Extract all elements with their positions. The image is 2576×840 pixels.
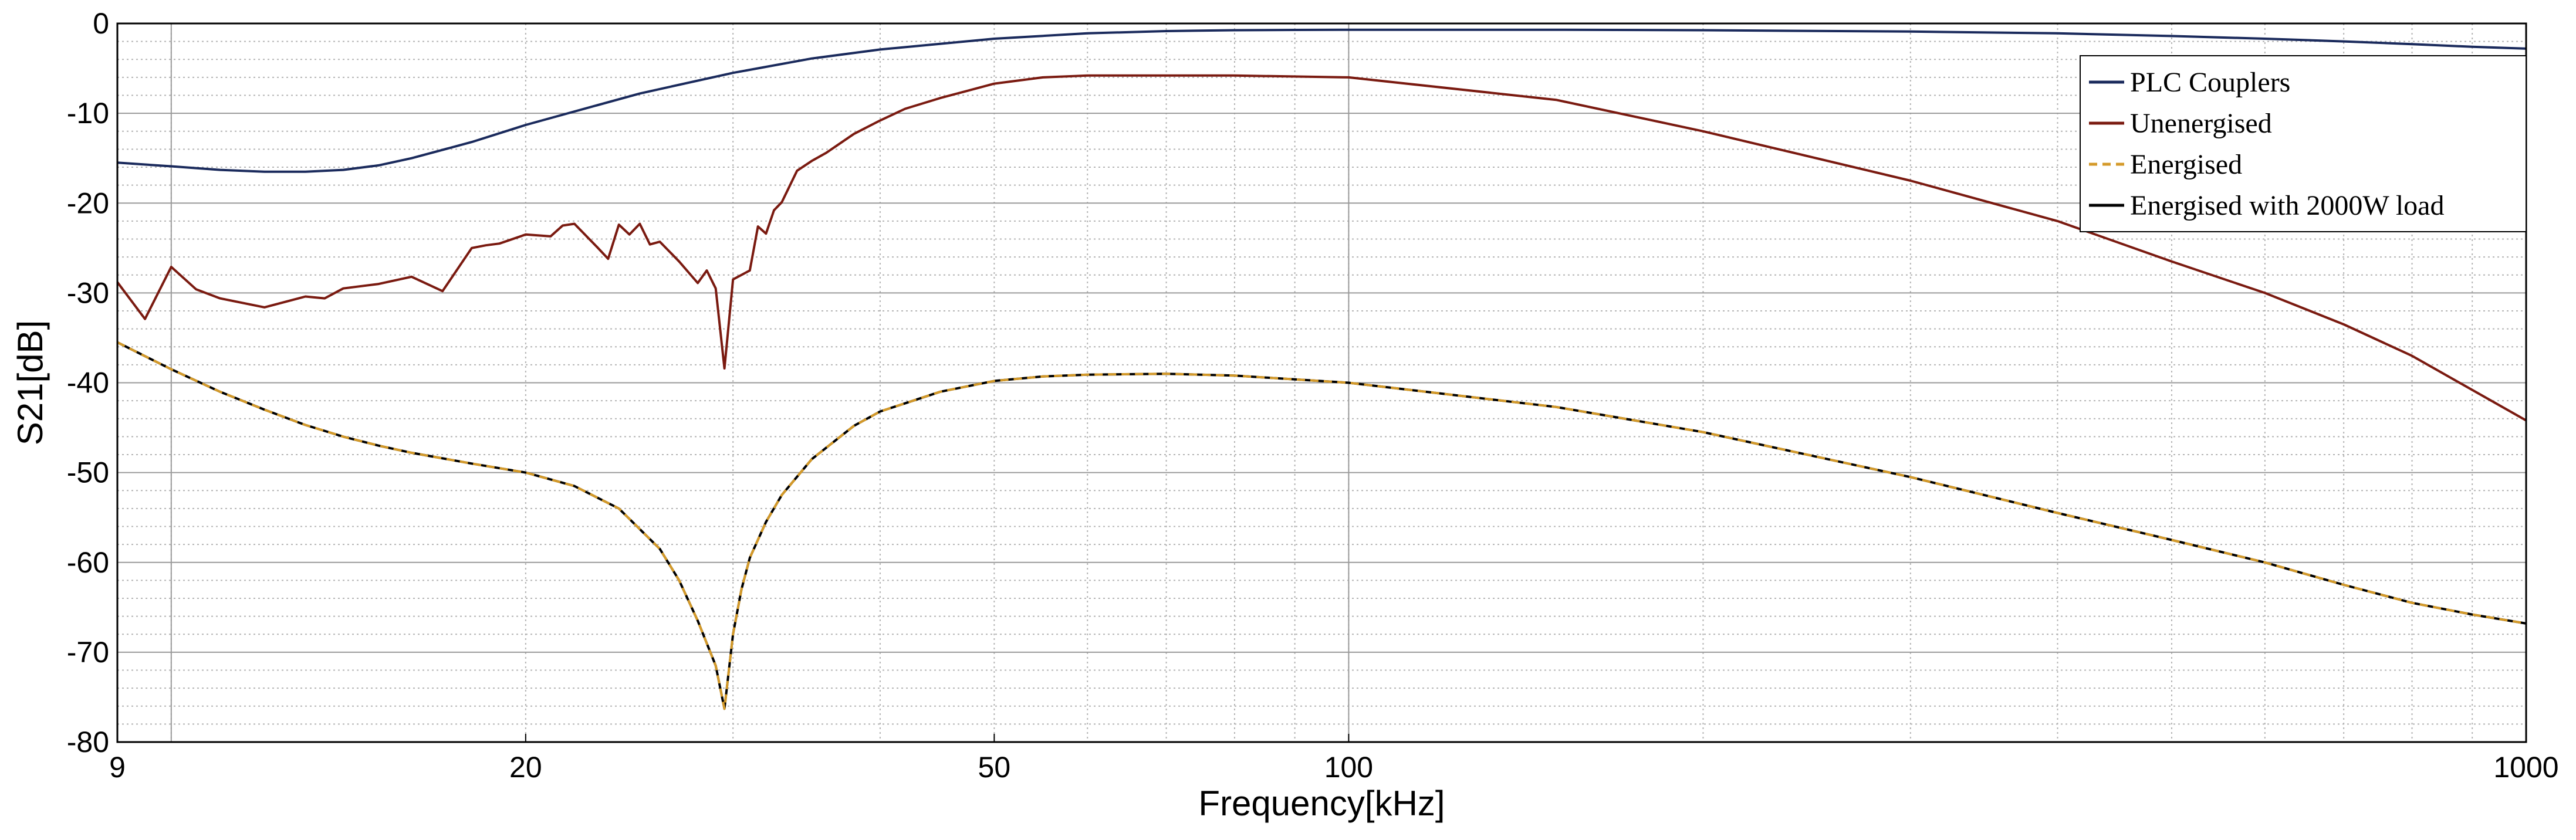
y-tick-label: -80 (67, 726, 109, 758)
series-layer (116, 28, 2527, 710)
legend: PLC Couplers Unenergised Energised Energise… (2080, 55, 2527, 232)
x-axis-ticks: 9 20 50 100 1000 (109, 734, 2559, 784)
x-tick-label: 50 (978, 751, 1011, 784)
y-tick-label: -10 (67, 97, 109, 130)
y-axis-title: S21[dB] (11, 320, 50, 446)
x-tick-label: 9 (109, 751, 126, 784)
x-tick-label: 100 (1324, 751, 1373, 784)
y-tick-label: -20 (67, 187, 109, 219)
y-tick-label: -40 (67, 367, 109, 399)
series-line-energised-with-2000w-load (117, 341, 2527, 710)
x-tick-label: 20 (509, 751, 542, 784)
y-axis-ticks: 0 -10 -20 -30 -40 -50 -60 -70 -80 (67, 7, 109, 758)
y-tick-label: -60 (67, 546, 109, 579)
legend-label-unenergised: Unenergised (2130, 108, 2272, 139)
y-tick-label: -50 (67, 456, 109, 489)
legend-label-energised-with-2000w-load: Energised with 2000W load (2130, 190, 2444, 221)
legend-label-plc-couplers: PLC Couplers (2130, 67, 2290, 98)
y-tick-label: 0 (93, 7, 109, 40)
series-line-plc-couplers (117, 28, 2527, 173)
series-line-unenergised (116, 74, 2527, 422)
plot-frame (116, 22, 2527, 743)
x-axis-title: Frequency[kHz] (1198, 784, 1445, 823)
y-tick-label: -70 (67, 636, 109, 669)
x-tick-label: 1000 (2493, 751, 2558, 784)
legend-label-energised: Energised (2130, 149, 2242, 180)
y-tick-label: -30 (67, 276, 109, 309)
legend-box (2080, 55, 2527, 232)
